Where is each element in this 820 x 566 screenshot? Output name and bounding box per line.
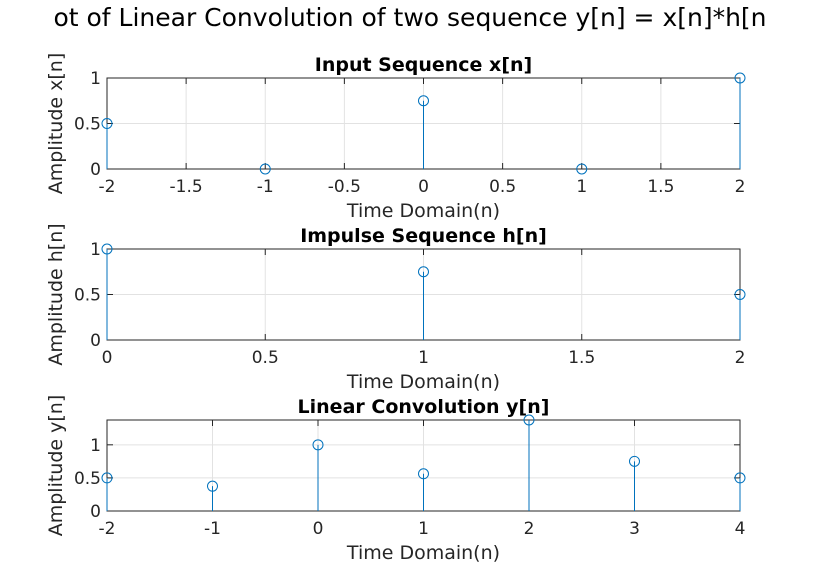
x-tick-label: 1.5 <box>647 177 674 197</box>
y-tick-label: 1 <box>90 436 101 456</box>
x-tick-label: 2 <box>524 519 535 539</box>
subplot-3: -2 -1 0 1 2 3 4 0 0.5 1 Linear Convolution y[n] Tim… <box>45 395 746 564</box>
x-axis-label: Time Domain(n) <box>346 542 500 564</box>
x-tick-label: 0.5 <box>489 177 516 197</box>
y-axis-label: Amplitude h[n] <box>45 223 67 365</box>
figure-suptitle: ot of Linear Convolution of two sequence… <box>53 3 766 32</box>
stem-marker <box>734 72 746 84</box>
x-tick-label: 0 <box>418 177 429 197</box>
stem-marker <box>418 95 429 107</box>
x-axis-label: Time Domain(n) <box>346 200 500 222</box>
stem-marker <box>101 472 113 484</box>
subplot-1: -2 -1.5 -1 -0.5 0 0.5 1 1.5 2 0 0.5 1 Input Sequence… <box>45 53 746 222</box>
subplot-title: Linear Convolution y[n] <box>298 396 550 418</box>
stem-marker <box>418 266 429 278</box>
x-axis-label: Time Domain(n) <box>346 371 500 393</box>
y-tick-label: 1 <box>90 69 101 89</box>
x-tick-label: -0.5 <box>328 177 361 197</box>
x-tick-label: -2 <box>99 177 116 197</box>
x-tick-label: 0.5 <box>252 348 279 368</box>
subplot-title: Input Sequence x[n] <box>315 54 532 76</box>
x-tick-label: 4 <box>735 519 746 539</box>
stem-marker <box>101 243 113 255</box>
stem-marker <box>207 480 218 492</box>
x-tick-label: 3 <box>629 519 640 539</box>
x-tick-label: 1 <box>418 519 429 539</box>
stem-marker <box>259 163 271 175</box>
x-tick-label: 1 <box>418 348 429 368</box>
stem-marker <box>734 472 746 484</box>
x-tick-label: 2 <box>735 177 746 197</box>
stem-marker <box>523 414 535 426</box>
stem-marker <box>312 439 324 451</box>
subplot-2: 0 0.5 1 1.5 2 0 0.5 1 Impulse Sequence h[n] Time … <box>45 223 746 393</box>
y-tick-label: 0.5 <box>74 115 101 135</box>
stem-marker <box>418 468 429 480</box>
subplot-title: Impulse Sequence h[n] <box>300 225 547 247</box>
x-tick-label: -1 <box>257 177 274 197</box>
y-tick-label: 0.5 <box>74 469 101 489</box>
x-tick-label: -1.5 <box>170 177 203 197</box>
subplots: -2 -1.5 -1 -0.5 0 0.5 1 1.5 2 0 0.5 1 Input Sequence… <box>45 53 746 564</box>
y-tick-label: 0 <box>90 160 101 180</box>
x-tick-label: -1 <box>204 519 221 539</box>
y-tick-label: 0 <box>90 502 101 522</box>
stem-marker <box>734 289 746 300</box>
x-tick-label: 0 <box>313 519 324 539</box>
x-tick-label: 1.5 <box>568 348 595 368</box>
x-tick-label: 0 <box>102 348 113 368</box>
y-axis-label: Amplitude y[n] <box>45 395 67 537</box>
x-tick-label: -2 <box>99 519 116 539</box>
x-tick-label: 2 <box>735 348 746 368</box>
y-tick-label: 0.5 <box>74 286 101 306</box>
y-tick-label: 0 <box>90 331 101 351</box>
y-tick-label: 1 <box>90 240 101 260</box>
stem-marker <box>576 163 588 175</box>
stem-marker <box>629 455 640 467</box>
stem-marker <box>101 118 113 129</box>
x-tick-label: 1 <box>576 177 587 197</box>
y-axis-label: Amplitude x[n] <box>45 53 67 195</box>
